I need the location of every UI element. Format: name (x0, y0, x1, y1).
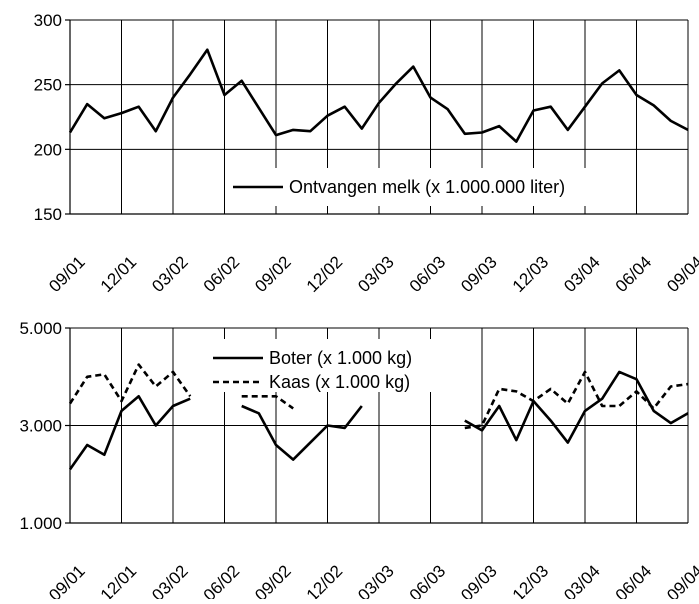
x-tick-label: 09/02 (251, 252, 295, 296)
legend-label: Ontvangen melk (x 1.000.000 liter) (289, 177, 565, 197)
x-tick-label: 09/01 (45, 561, 89, 599)
x-tick-label: 03/04 (560, 561, 604, 599)
legend-box (225, 168, 600, 206)
x-tick-label: 12/03 (509, 561, 553, 599)
x-tick-label: 06/04 (612, 252, 656, 296)
x-tick-label: 09/03 (457, 561, 501, 599)
y-tick-label: 5.000 (19, 319, 62, 338)
y-tick-label: 200 (34, 140, 62, 159)
x-tick-label: 12/01 (97, 561, 141, 599)
x-tick-label: 09/01 (45, 252, 89, 296)
legend-label: Kaas (x 1.000 kg) (269, 372, 410, 392)
x-tick-label: 09/04 (663, 252, 699, 296)
x-tick-label: 12/02 (303, 252, 347, 296)
x-tick-label: 12/01 (97, 252, 141, 296)
legend-label: Boter (x 1.000 kg) (269, 348, 412, 368)
x-tick-label: 03/03 (354, 252, 398, 296)
x-tick-label: 06/04 (612, 561, 656, 599)
x-tick-label: 09/04 (663, 561, 699, 599)
x-tick-label: 03/03 (354, 561, 398, 599)
y-tick-label: 3.000 (19, 417, 62, 436)
series-line-2 (464, 370, 689, 430)
y-tick-label: 300 (34, 11, 62, 30)
series-line-1 (464, 370, 689, 444)
bottom-chart: 1.000 3.000 5.000 09/01 12/01 03/02 06/02 09/02… (19, 319, 699, 604)
x-tick-label: 03/02 (148, 252, 192, 296)
x-tick-label: 12/02 (303, 561, 347, 599)
series-line-1 (68, 395, 191, 471)
x-tick-label: 12/03 (509, 252, 553, 296)
x-tick-label: 06/02 (200, 252, 244, 296)
y-tick-label: 150 (34, 205, 62, 224)
x-tick-label: 09/02 (251, 561, 295, 599)
series-line-2 (68, 363, 192, 405)
x-tick-label: 06/02 (200, 561, 244, 599)
x-tick-label: 06/03 (406, 561, 450, 599)
series-line-1 (68, 48, 689, 143)
x-tick-label: 03/04 (560, 252, 604, 296)
y-tick-label: 250 (34, 76, 62, 95)
x-tick-label: 09/03 (457, 252, 501, 296)
series-line-1 (241, 404, 363, 461)
x-tick-label: 03/02 (148, 561, 192, 599)
y-tick-label: 1.000 (19, 514, 62, 533)
x-tick-label: 06/03 (406, 252, 450, 296)
series-line-2 (241, 395, 294, 410)
